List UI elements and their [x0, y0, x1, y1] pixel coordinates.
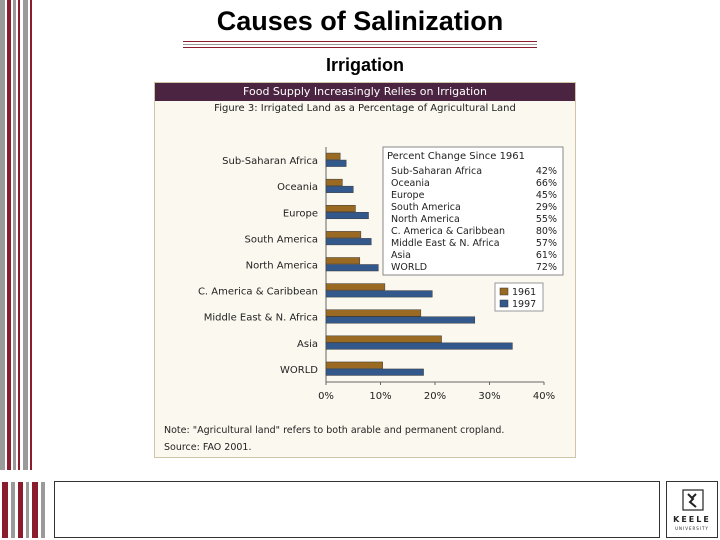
decor-stripe	[23, 0, 28, 470]
inset-row-region: Oceania	[391, 178, 430, 189]
inset-row-region: WORLD	[391, 262, 427, 273]
inset-row-change: 45%	[536, 190, 557, 201]
bar-1997	[325, 159, 347, 167]
category-label: South America	[245, 234, 319, 245]
footer-stripe	[2, 482, 8, 538]
bar-1961	[325, 335, 442, 343]
title-rule	[183, 44, 537, 45]
bar-1997	[325, 212, 369, 220]
legend-swatch	[499, 299, 509, 308]
logo-subword: UNIVERSITY	[675, 526, 709, 531]
legend-label: 1961	[512, 287, 536, 298]
title-rule	[183, 41, 537, 42]
bar-1961	[325, 283, 386, 291]
inset-row-region: Middle East & N. Africa	[391, 238, 500, 249]
bar-1961	[325, 257, 361, 265]
figure-source: Source: FAO 2001.	[164, 442, 252, 453]
inset-row-change: 61%	[536, 250, 557, 261]
legend-swatch	[499, 287, 509, 296]
slide-subtitle: Irrigation	[325, 55, 404, 75]
inset-row-change: 72%	[536, 262, 557, 273]
category-label: Europe	[283, 208, 318, 219]
logo-wordmark: KEELE	[673, 515, 711, 524]
bar-1961	[325, 309, 422, 317]
bar-1997	[325, 264, 379, 272]
title-rule	[183, 47, 537, 48]
slide-title: Causes of Salinization	[216, 6, 504, 36]
category-label: Asia	[297, 339, 318, 350]
inset-row-region: Europe	[391, 190, 425, 201]
bar-1961	[325, 178, 343, 186]
category-label: WORLD	[280, 365, 318, 376]
bar-1997	[325, 368, 424, 376]
decor-stripe	[18, 0, 20, 470]
bar-1961	[325, 361, 383, 369]
inset-row-region: Sub-Saharan Africa	[391, 166, 482, 177]
figure-caption: Figure 3: Irrigated Land as a Percentage…	[214, 103, 516, 114]
decor-stripe	[30, 0, 32, 470]
bar-1997	[325, 342, 513, 350]
x-tick-label: 20%	[424, 391, 446, 402]
legend-label: 1997	[512, 299, 536, 310]
footer-panel	[54, 481, 660, 538]
bar-1997	[325, 290, 433, 298]
inset-row-change: 29%	[536, 202, 557, 213]
inset-row-change: 57%	[536, 238, 557, 249]
footer-stripe	[32, 482, 38, 538]
footer-bar	[0, 478, 720, 540]
inset-row-change: 42%	[536, 166, 557, 177]
x-tick-label: 0%	[318, 391, 334, 402]
bar-1961	[325, 205, 356, 213]
decor-stripe	[7, 0, 11, 470]
inset-row-region: C. America & Caribbean	[391, 226, 505, 237]
footer-stripe	[26, 482, 29, 538]
inset-table-title: Percent Change Since 1961	[387, 151, 525, 162]
category-label: Oceania	[277, 182, 318, 193]
decor-stripe	[0, 0, 5, 470]
footer-stripe	[11, 482, 15, 538]
bar-1997	[325, 185, 354, 193]
university-logo: KEELE UNIVERSITY	[666, 481, 718, 538]
figure-header: Food Supply Increasingly Relies on Irrig…	[155, 83, 575, 101]
footer-stripe	[18, 482, 23, 538]
inset-row-region: South America	[391, 202, 461, 213]
figure-note: Note: "Agricultural land" refers to both…	[164, 425, 505, 436]
x-tick-label: 30%	[478, 391, 500, 402]
bar-1997	[325, 238, 372, 246]
inset-row-change: 66%	[536, 178, 557, 189]
bar-1997	[325, 316, 476, 324]
figure-panel: Food Supply Increasingly Relies on Irrig…	[154, 82, 576, 458]
crest-icon	[682, 489, 704, 511]
bar-1961	[325, 152, 341, 160]
bar-chart: 0% 10% 20% 30% 40%Sub-Saharan AfricaOceaniaE…	[198, 146, 564, 402]
decor-stripe	[13, 0, 16, 470]
x-tick-label: 10%	[369, 391, 391, 402]
inset-table-box	[382, 146, 564, 276]
inset-row-region: North America	[391, 214, 460, 225]
inset-row-change: 55%	[536, 214, 557, 225]
inset-row-change: 80%	[536, 226, 557, 237]
bar-1961	[325, 231, 362, 239]
category-label: North America	[246, 261, 318, 272]
category-label: C. America & Caribbean	[198, 287, 318, 298]
footer-stripe	[41, 482, 45, 538]
x-tick-label: 40%	[533, 391, 555, 402]
inset-row-region: Asia	[391, 250, 411, 261]
category-label: Middle East & N. Africa	[204, 313, 318, 324]
category-label: Sub-Saharan Africa	[222, 156, 318, 167]
